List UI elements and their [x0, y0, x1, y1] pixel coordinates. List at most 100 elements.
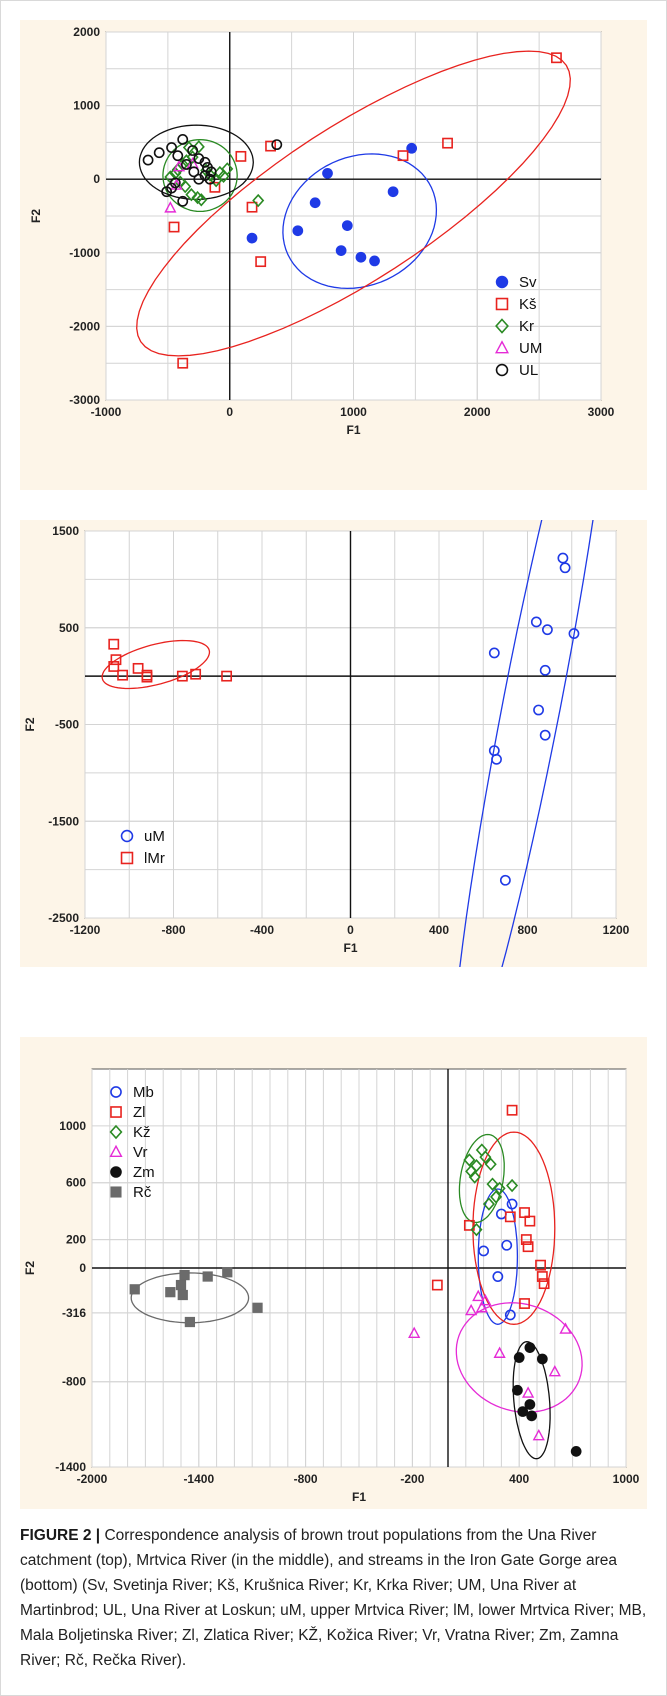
data-point — [539, 729, 551, 741]
x-axis-label: F1 — [352, 1490, 366, 1504]
legend: uM lMr — [120, 828, 165, 867]
x-tick-label: -1000 — [91, 405, 122, 419]
x-tick-label: -2000 — [77, 1472, 108, 1486]
x-tick-label: -1200 — [70, 923, 101, 937]
confidence-ellipse-Kš — [136, 50, 571, 357]
data-point — [179, 1269, 190, 1281]
y-tick-label: -1500 — [48, 814, 79, 828]
y-tick-label: 0 — [93, 172, 100, 186]
x-tick-label: 1000 — [340, 405, 367, 419]
data-point — [499, 874, 511, 886]
y-tick-label: 0 — [79, 1261, 86, 1275]
data-point — [512, 1384, 523, 1396]
chart-iron-gate: -2000 -1400 -800 -200 400 100010006002000-316… — [23, 1068, 640, 1504]
confidence-ellipse-Sv — [282, 153, 438, 290]
data-point — [530, 616, 542, 628]
series-Mb — [478, 1198, 518, 1321]
y-tick-label: -3000 — [69, 393, 100, 407]
legend-marker-Kš — [495, 297, 509, 311]
legend-label-UM: UM — [519, 340, 542, 357]
data-point — [504, 1309, 516, 1321]
data-point — [188, 166, 200, 178]
x-tick-label: 2000 — [464, 405, 491, 419]
x-tick-label: 1000 — [613, 1472, 640, 1486]
data-point — [465, 1303, 478, 1316]
legend-marker-Mb — [110, 1086, 122, 1098]
legend-marker-Kr — [495, 318, 509, 334]
figure-label: FIGURE 2 | — [20, 1527, 101, 1544]
legend-label-Zl: Zl — [133, 1104, 146, 1121]
data-point — [168, 221, 180, 233]
legend-label-Mb: Mb — [133, 1084, 154, 1101]
legend-marker-Sv — [495, 275, 509, 289]
data-point — [202, 1271, 213, 1282]
series-Kš — [168, 52, 562, 369]
y-axis-label: F2 — [23, 1261, 37, 1275]
data-point — [535, 1259, 546, 1271]
legend-label-Kr: Kr — [519, 318, 534, 335]
legend-marker-Zm — [110, 1166, 122, 1178]
legend-label-Zm: Zm — [133, 1164, 155, 1181]
data-point — [492, 1271, 504, 1282]
data-point — [533, 704, 544, 716]
data-point — [513, 1352, 525, 1363]
data-point — [472, 1289, 485, 1302]
legend-marker-UM — [494, 340, 510, 354]
data-point — [108, 638, 120, 650]
data-point — [177, 134, 189, 145]
series-UL — [142, 134, 283, 207]
confidence-ellipse-Rč — [130, 1272, 250, 1324]
data-point — [442, 137, 453, 149]
data-point — [397, 150, 409, 162]
chart-panel-mrtvica: -1200 -800 -400 0 400 800 1200 -2500 -1500 -500 50… — [20, 520, 647, 967]
legend-label-uM: uM — [144, 828, 165, 845]
series-Sv — [246, 142, 418, 267]
data-point — [153, 147, 165, 159]
data-point — [536, 1353, 548, 1365]
data-point — [175, 1279, 187, 1291]
data-point — [504, 1211, 516, 1223]
y-tick-label: -1400 — [55, 1460, 86, 1474]
y-tick-label: -2500 — [48, 911, 79, 925]
legend-label-Kž: Kž — [133, 1124, 151, 1141]
data-point — [355, 251, 367, 263]
data-point — [210, 173, 223, 188]
data-point — [341, 220, 353, 231]
data-point — [506, 1104, 518, 1116]
legend-marker-Vr — [109, 1144, 123, 1158]
data-point — [141, 671, 153, 683]
data-point — [488, 647, 500, 659]
x-tick-label: 400 — [509, 1472, 529, 1486]
legend-marker-UL — [495, 363, 509, 377]
data-point — [491, 753, 502, 765]
data-point — [221, 162, 234, 176]
confidence-ellipse-Zm — [512, 1341, 551, 1460]
chart-una-catchment: -1000 0 1000 2000 3000 -3000 -2000 -1000 0 1000 20… — [29, 25, 615, 437]
data-point — [292, 225, 304, 237]
x-tick-label: 1200 — [603, 923, 630, 937]
x-tick-label: -1400 — [183, 1472, 214, 1486]
data-point — [235, 150, 247, 162]
x-tick-label: 0 — [347, 923, 354, 937]
data-point — [221, 670, 233, 682]
data-point — [539, 664, 551, 676]
series-Zl — [431, 1104, 550, 1309]
data-point — [271, 139, 283, 151]
data-point — [486, 1177, 499, 1191]
data-point — [181, 159, 192, 170]
data-point — [501, 1239, 513, 1251]
y-tick-label: -1000 — [69, 246, 100, 260]
y-axis-label: F2 — [23, 717, 37, 731]
data-point — [524, 1342, 536, 1353]
legend-marker-Kž — [109, 1124, 123, 1140]
data-point — [522, 1241, 534, 1253]
legend-label-UL: UL — [519, 362, 538, 379]
data-point — [490, 1190, 503, 1204]
data-point — [110, 654, 122, 666]
data-point — [521, 1386, 535, 1398]
data-point — [475, 1301, 488, 1313]
data-point — [166, 142, 178, 153]
data-point — [408, 1326, 421, 1339]
data-point — [517, 1406, 529, 1417]
data-point — [335, 245, 347, 256]
